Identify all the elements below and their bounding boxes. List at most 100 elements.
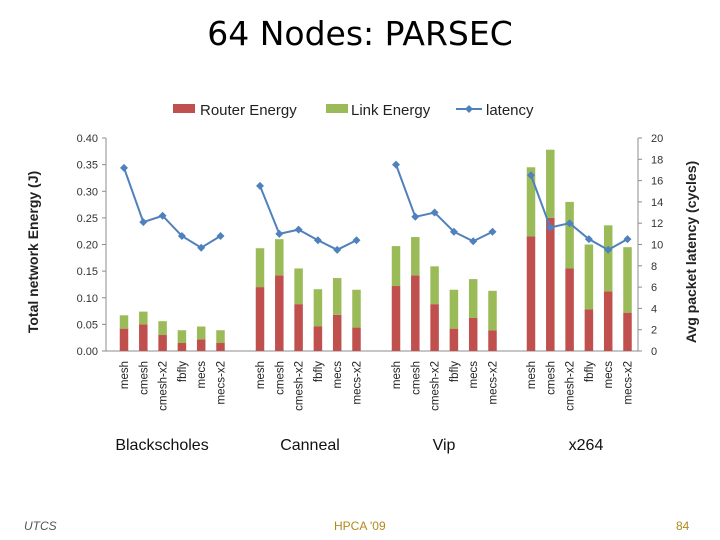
y2-axis-title: Avg packet latency (cycles) [683,161,699,343]
category-label: mecs-x2 [488,361,500,404]
bar-router-energy [546,217,555,351]
category-label: fbfly [584,361,596,382]
bar-link-energy [623,247,632,313]
latency-point [275,229,284,238]
chart-bars [119,149,632,351]
slide-title: 64 Nodes: PARSEC [207,14,513,53]
bar-router-energy [177,343,187,351]
latency-point [139,218,148,227]
category-label: cmesh-x2 [158,361,170,411]
bar-router-energy [430,304,439,351]
legend-label-latency: latency [486,102,534,119]
bar-router-energy [216,343,225,351]
right-tick-label: 10 [651,240,663,252]
group-label: Vip [433,437,456,454]
right-tick-label: 4 [651,303,657,315]
bar-router-energy [158,335,167,351]
bar-link-energy [216,330,225,344]
bar-router-energy [584,309,594,351]
category-label: mecs-x2 [352,361,364,404]
right-tick-label: 8 [651,261,657,273]
latency-point [216,231,225,240]
category-label: cmesh [274,361,286,395]
bar-link-energy [411,237,420,276]
slide-number: 84 [676,519,690,533]
left-tick-label: 0.00 [77,346,98,358]
latency-point [469,237,478,246]
latency-point [120,163,128,172]
group-label: Canneal [280,437,340,454]
legend-label-router-energy: Router Energy [200,102,297,119]
category-label: cmesh-x2 [430,361,442,411]
left-tick-label: 0.25 [77,213,98,225]
y-axis-title: Total network Energy (J) [25,171,41,333]
left-tick-label: 0.40 [77,133,98,145]
bar-router-energy [411,275,420,351]
bar-link-energy [294,268,303,305]
footer-center: HPCA '09 [334,519,386,533]
bar-link-energy [488,290,497,331]
latency-line-segment [395,164,493,243]
chart-axes [102,137,642,352]
bar-link-energy [255,248,265,288]
latency-point [313,236,322,245]
category-label: mecs [603,361,615,389]
category-label: cmesh [138,361,150,395]
bar-router-energy [313,326,323,351]
category-label: mesh [391,361,403,389]
latency-point [158,211,167,220]
category-label: mesh [255,361,267,389]
latency-point [197,243,206,252]
left-tick-label: 0.35 [77,160,98,172]
left-tick-label: 0.10 [77,293,98,305]
bar-link-energy [449,289,459,329]
bar-link-energy [332,278,342,315]
right-tick-label: 18 [651,154,663,166]
bar-router-energy [488,330,497,351]
bar-link-energy [158,321,167,336]
bar-router-energy [468,317,478,351]
right-tick-label: 2 [651,325,657,337]
right-tick-label: 16 [651,176,663,188]
legend-label-link-energy: Link Energy [351,102,431,119]
latency-point [565,219,574,228]
category-label: fbfly [449,361,461,382]
legend-marker-latency [465,105,473,113]
latency-point [604,245,613,254]
latency-point [584,235,593,244]
bar-router-energy [332,314,342,351]
left-tick-label: 0.15 [77,266,98,278]
latency-point [546,223,555,232]
footer-left: UTCS [24,519,57,533]
bar-link-energy [177,330,187,344]
bar-router-energy [255,287,265,351]
bar-link-energy [603,225,613,292]
chart-labels: 0.00 0.05 0.10 0.15 0.20 0.25 0.30 0.35 0.40 0 2 4 6… [25,133,699,454]
latency-point [294,225,303,234]
latency-point [488,227,497,236]
category-label: mecs [196,361,208,389]
latency-line-segment [259,185,357,251]
bar-router-energy [603,291,613,351]
right-tick-label: 0 [651,346,657,358]
latency-point [256,181,264,190]
bar-link-energy [196,326,206,340]
legend-swatch-router-energy [173,104,195,113]
bar-link-energy [119,315,129,329]
category-label: cmesh [410,361,422,395]
latency-point [333,245,342,254]
bar-router-energy [119,328,129,351]
right-tick-label: 20 [651,133,663,145]
bar-router-energy [449,328,459,351]
latency-point [430,208,439,217]
latency-point [449,227,458,236]
category-label: mesh [526,361,538,389]
bar-link-energy [565,201,574,269]
latency-point [411,212,420,221]
bar-link-energy [584,244,594,310]
group-label: Blackscholes [115,437,208,454]
bar-link-energy [526,167,536,237]
bar-router-energy [565,268,574,351]
right-tick-label: 6 [651,282,657,294]
